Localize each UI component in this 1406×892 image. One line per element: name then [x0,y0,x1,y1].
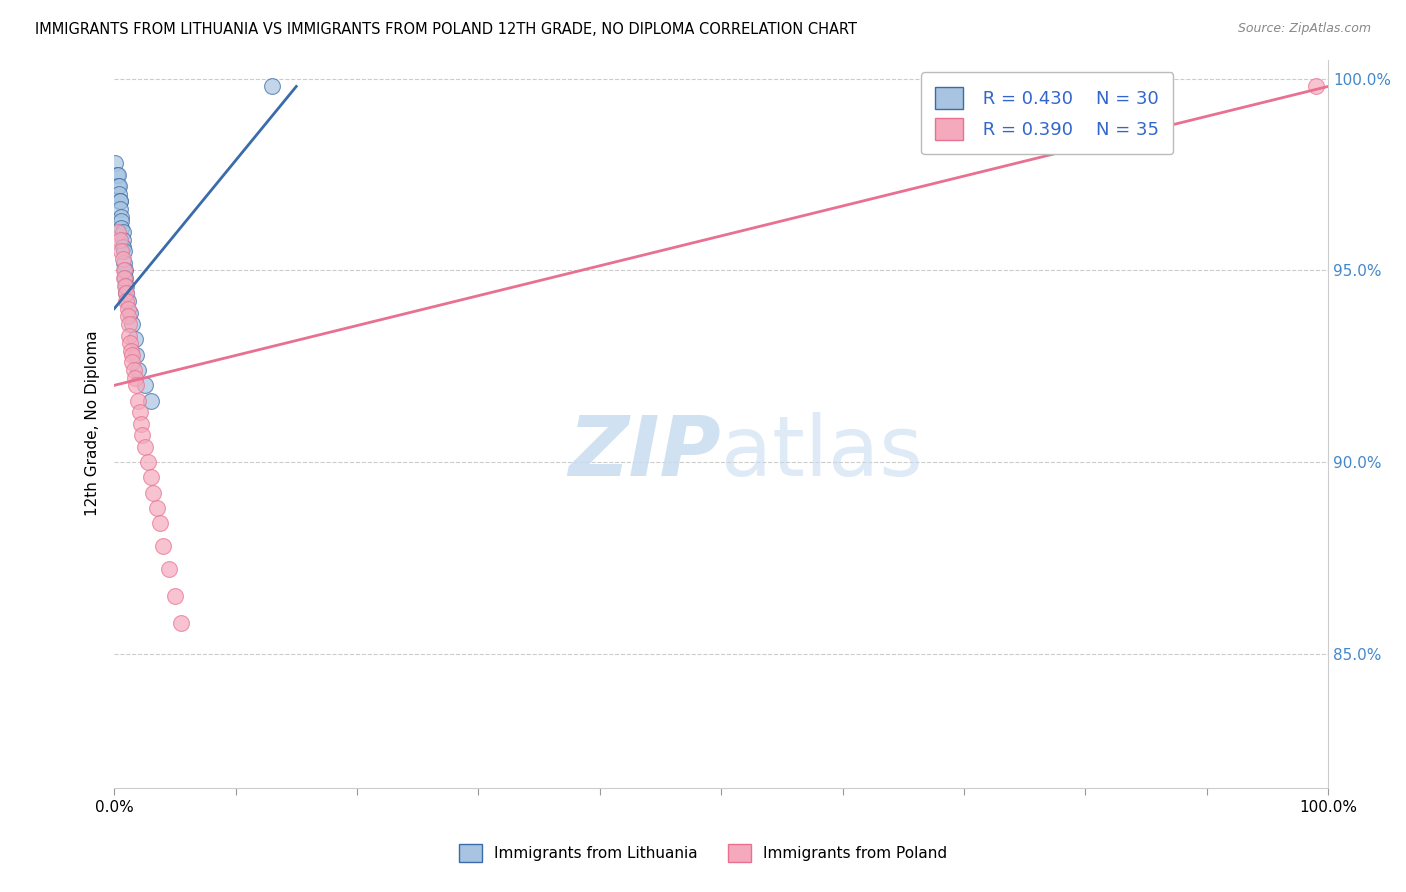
Point [170,615,193,630]
Point [115,286,138,301]
Point [129,417,152,431]
Point [117,293,139,308]
Point [111,252,134,266]
Point [110,233,132,247]
Point [128,405,150,419]
Point [112,263,135,277]
Point [115,286,138,301]
Point [110,210,132,224]
Point [1305,79,1327,94]
Text: Source: ZipAtlas.com: Source: ZipAtlas.com [1237,22,1371,36]
Point [110,221,132,235]
Point [118,317,141,331]
Point [114,263,136,277]
Point [110,194,132,209]
Point [105,168,128,182]
Point [120,343,142,358]
Point [134,440,156,454]
Point [110,213,132,227]
Point [108,179,131,194]
Text: ZIP: ZIP [568,412,721,493]
Point [112,271,135,285]
Point [114,271,136,285]
Point [163,589,186,603]
Legend: Immigrants from Lithuania, Immigrants from Poland: Immigrants from Lithuania, Immigrants fr… [453,838,953,868]
Point [117,310,139,324]
Point [104,156,127,170]
Point [139,393,162,408]
Point [118,305,141,319]
Point [149,516,172,531]
Point [139,470,162,484]
Point [157,562,180,576]
Point [108,186,131,201]
Point [118,328,141,343]
Text: IMMIGRANTS FROM LITHUANIA VS IMMIGRANTS FROM POLAND 12TH GRADE, NO DIPLOMA CORRE: IMMIGRANTS FROM LITHUANIA VS IMMIGRANTS … [35,22,858,37]
Point [121,348,143,362]
Point [152,539,174,553]
Point [118,336,141,351]
Point [121,355,143,369]
Point [127,363,149,377]
Point [107,168,129,182]
Point [117,301,139,316]
Point [124,332,146,346]
Point [110,244,132,259]
Point [142,485,165,500]
Point [115,278,138,293]
Point [110,194,132,209]
Point [112,256,135,270]
Point [125,378,148,392]
Point [107,179,129,194]
Point [114,278,136,293]
Text: atlas: atlas [721,412,922,493]
Y-axis label: 12th Grade, No Diploma: 12th Grade, No Diploma [86,331,100,516]
Point [110,202,132,216]
Point [112,244,135,259]
Point [125,348,148,362]
Legend:  R = 0.430    N = 30,  R = 0.390    N = 35: R = 0.430 N = 30, R = 0.390 N = 35 [921,72,1174,154]
Point [122,363,145,377]
Point [136,455,159,469]
Point [111,240,134,254]
Point [124,370,146,384]
Point [260,79,283,94]
Point [145,500,167,515]
Point [131,428,153,442]
Point [127,393,149,408]
Point [111,233,134,247]
Point [107,225,129,239]
Point [111,225,134,239]
Point [115,293,138,308]
Point [134,378,156,392]
Point [121,317,143,331]
